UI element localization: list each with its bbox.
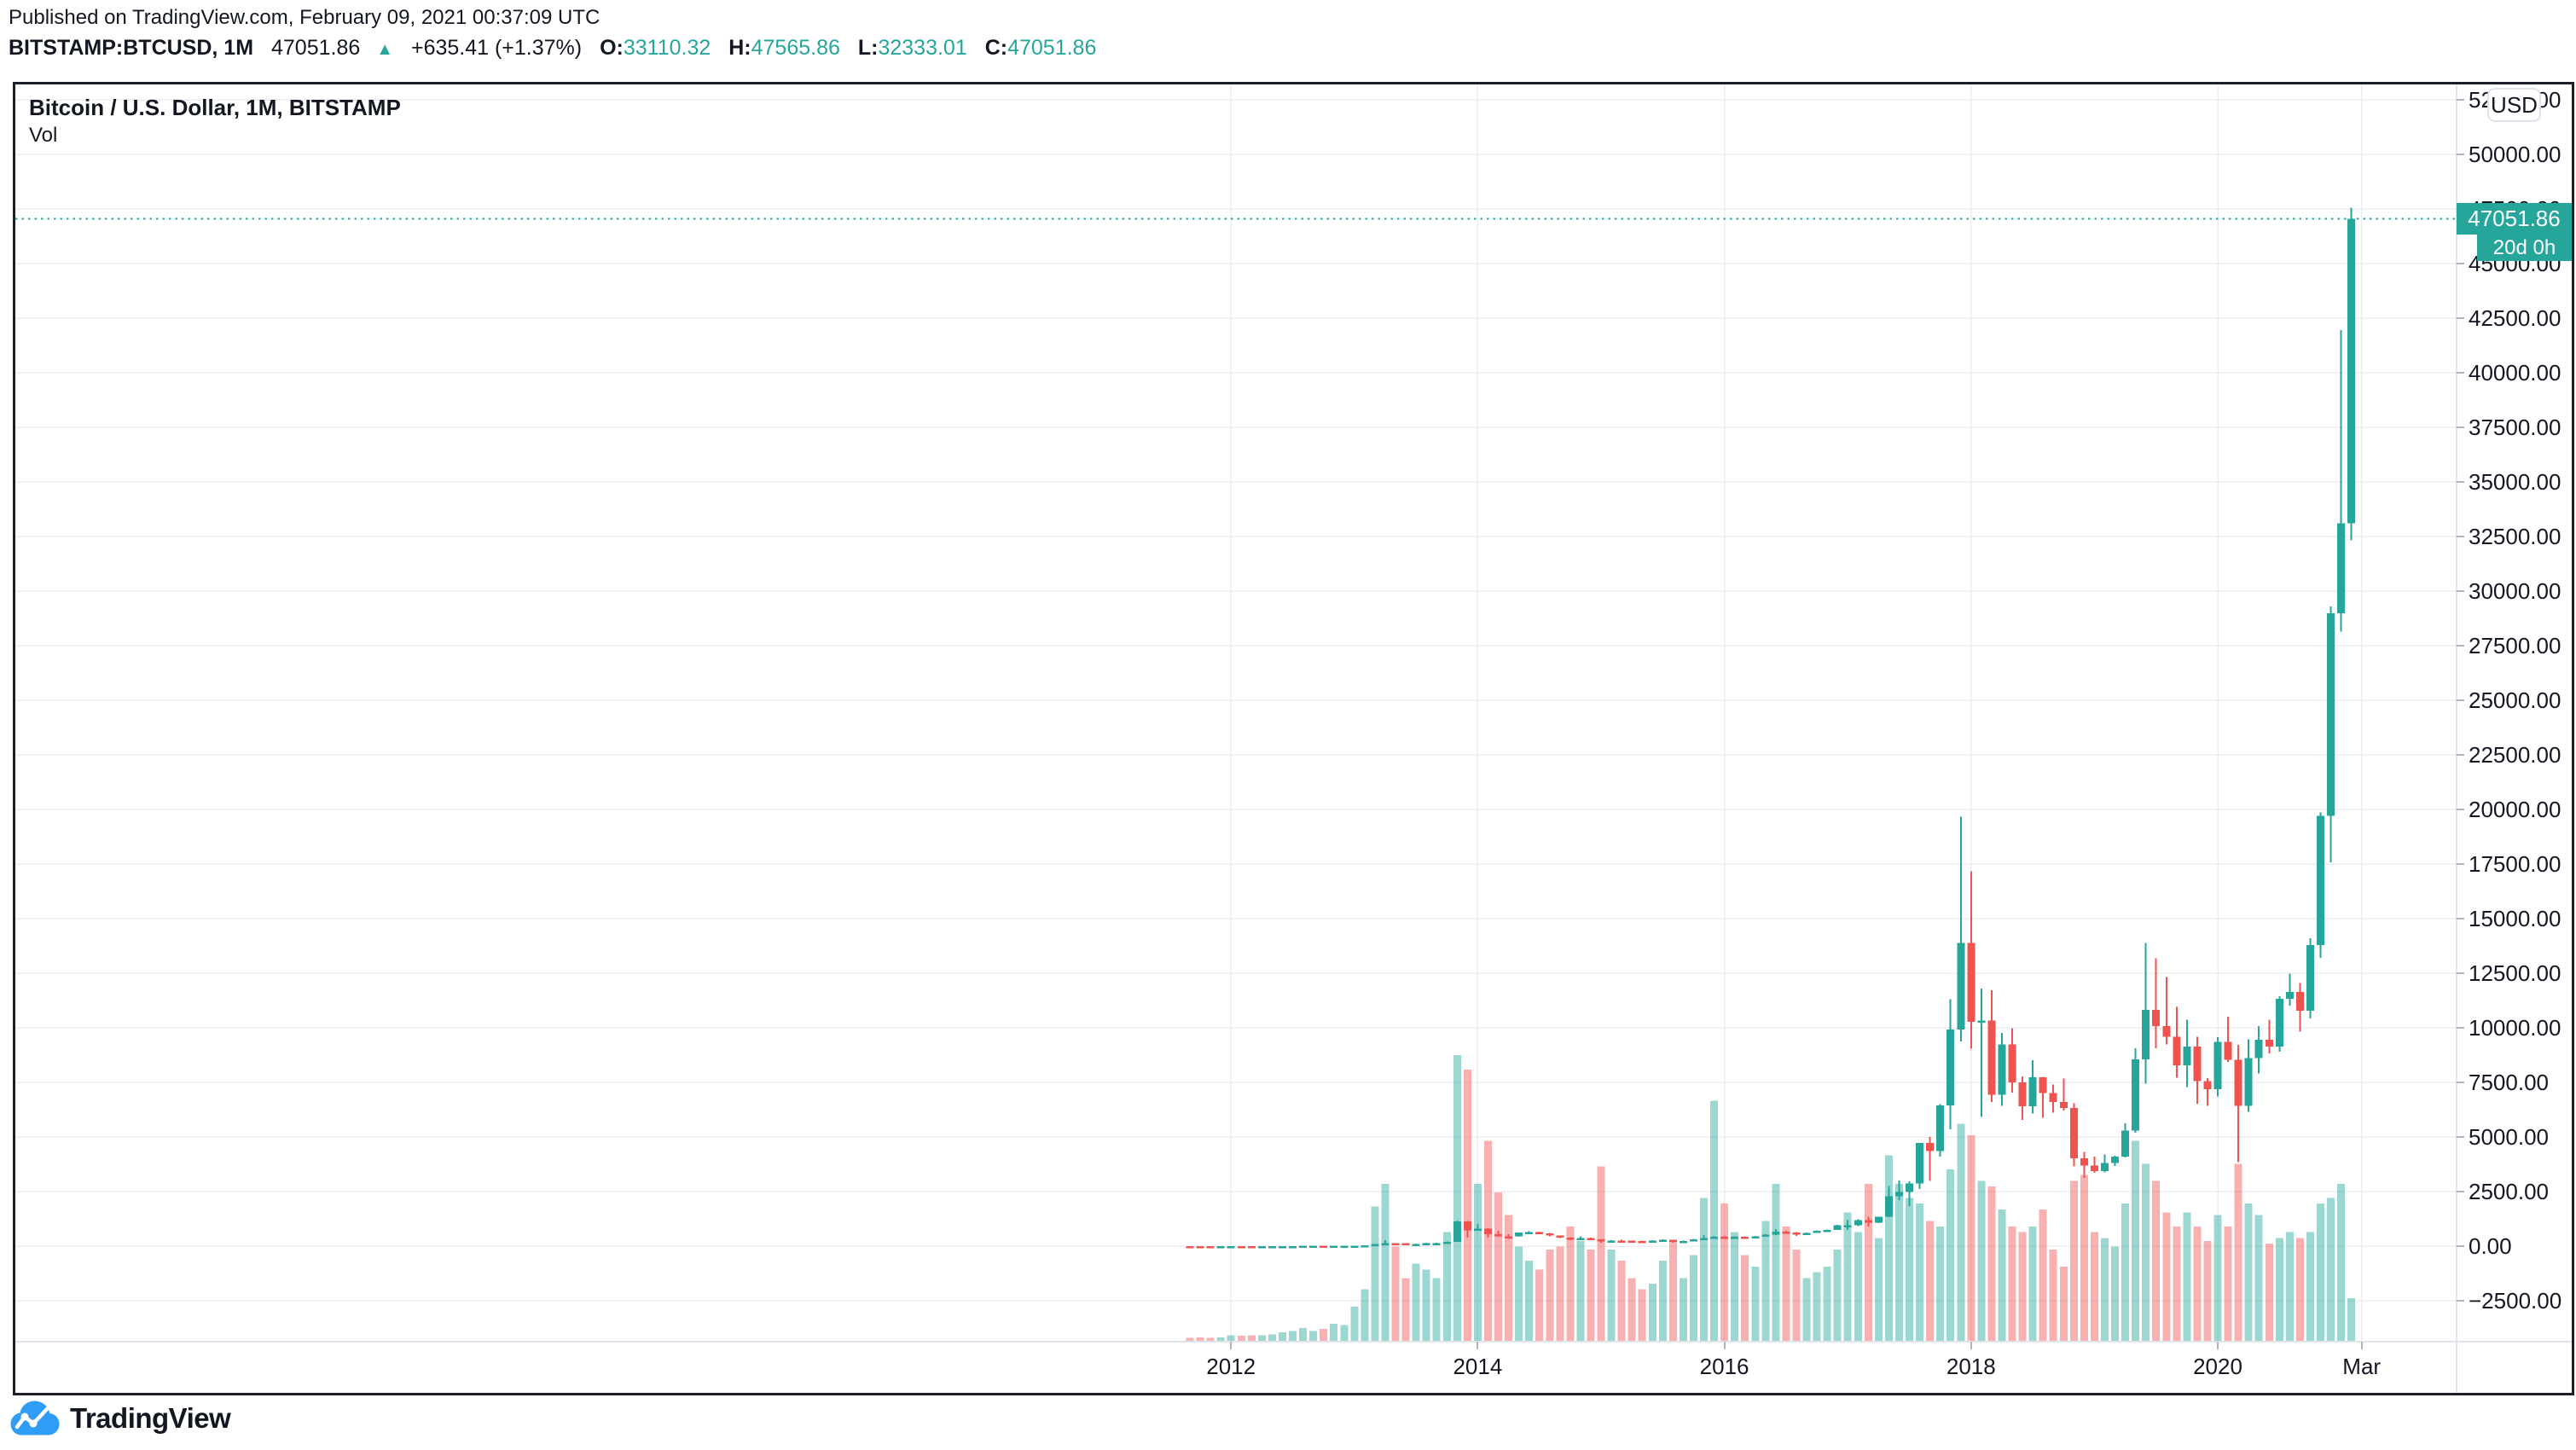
price-axis-tick [2457, 426, 2464, 428]
price-axis-tick-label: 2500.00 [2469, 1179, 2549, 1204]
brand-name: TradingView [70, 1401, 231, 1434]
time-axis-tick [1477, 1342, 1479, 1349]
time-axis-tick [1723, 1342, 1726, 1349]
volume-indicator-label[interactable]: Vol [29, 124, 58, 147]
low-value: 32333.01 [878, 36, 967, 60]
currency-toggle-button[interactable]: USD [2487, 88, 2541, 122]
ticker-symbol: BITSTAMP:BTCUSD, 1M [9, 36, 254, 60]
time-axis-tick-label: 2014 [1453, 1354, 1503, 1379]
bar-countdown-label: 20d 0h [2477, 235, 2572, 262]
price-axis-tick [2457, 863, 2464, 865]
grid-lines [15, 84, 2457, 1342]
price-axis-tick [2457, 317, 2464, 319]
price-axis-tick [2457, 972, 2464, 974]
price-axis-tick-label: 0.00 [2469, 1233, 2512, 1259]
price-axis-tick-label: 50000.00 [2469, 142, 2561, 167]
price-axis-tick-label: −2500.00 [2469, 1288, 2562, 1314]
symbol-title: Bitcoin / U.S. Dollar, 1M, BITSTAMP [29, 95, 401, 120]
price-axis-tick [2457, 1245, 2464, 1247]
close-value: 47051.86 [1007, 36, 1097, 60]
price-axis-tick [2457, 699, 2464, 701]
price-axis-tick [2457, 1136, 2464, 1138]
time-axis-tick [1230, 1342, 1233, 1349]
price-axis-tick [2457, 645, 2464, 647]
tradingview-cloud-logo-icon [10, 1401, 60, 1436]
price-chart-canvas[interactable] [15, 84, 2572, 1393]
price-axis-tick-label: 42500.00 [2469, 305, 2561, 331]
low-label: L: [857, 36, 879, 60]
price-axis-tick [2457, 1027, 2464, 1029]
price-axis-tick [2457, 481, 2464, 483]
price-axis-tick [2457, 536, 2464, 537]
price-axis-tick [2457, 1300, 2464, 1302]
time-axis-tick-label: Mar [2342, 1354, 2382, 1379]
price-axis-tick [2457, 590, 2464, 592]
price-axis-tick-label: 17500.00 [2469, 851, 2561, 877]
price-axis-tick-label: 7500.00 [2469, 1070, 2549, 1095]
time-axis-tick [1970, 1342, 1972, 1349]
price-axis-tick-label: 27500.00 [2469, 633, 2561, 658]
price-axis-tick-label: 20000.00 [2469, 797, 2561, 822]
ticker-line: BITSTAMP:BTCUSD, 1M 47051.86 ▲ +635.41 (… [9, 34, 1096, 63]
price-axis-tick [2457, 918, 2464, 919]
up-triangle-icon: ▲ [376, 40, 394, 59]
open-label: O: [600, 36, 624, 60]
price-axis-tick-label: 32500.00 [2469, 524, 2561, 549]
current-price-label: 47051.86 [2457, 203, 2572, 235]
price-axis-tick-label: 22500.00 [2469, 742, 2561, 768]
price-axis-tick-label: 5000.00 [2469, 1124, 2549, 1150]
price-axis-tick [2457, 809, 2464, 810]
price-axis-tick-label: 25000.00 [2469, 687, 2561, 713]
ticker-last-price: 47051.86 [270, 36, 361, 60]
price-axis-tick [2457, 754, 2464, 756]
pane-title: Bitcoin / U.S. Dollar, 1M, BITSTAMP Vol [29, 93, 401, 149]
price-axis-tick [2457, 1191, 2464, 1192]
price-axis-tick [2457, 263, 2464, 264]
time-axis-tick-label: 2020 [2193, 1354, 2242, 1379]
price-axis-tick [2457, 1082, 2464, 1083]
price-axis-tick-label: 35000.00 [2469, 469, 2561, 495]
price-axis-tick [2457, 154, 2464, 155]
volume-bars [1186, 1055, 2356, 1341]
time-axis-tick-label: 2016 [1699, 1354, 1749, 1379]
published-line: Published on TradingView.com, February 0… [9, 6, 600, 29]
price-axis-tick-label: 40000.00 [2469, 360, 2561, 386]
chart-area[interactable]: Bitcoin / U.S. Dollar, 1M, BITSTAMP Vol … [13, 82, 2574, 1395]
price-axis-tick-label: 37500.00 [2469, 415, 2561, 440]
time-axis-tick [2217, 1342, 2219, 1349]
time-axis-tick-label: 2012 [1206, 1354, 1256, 1379]
price-axis-tick-label: 10000.00 [2469, 1015, 2561, 1041]
high-value: 47565.86 [751, 36, 840, 60]
time-axis-tick-label: 2018 [1946, 1354, 1996, 1379]
price-axis-tick-label: 15000.00 [2469, 906, 2561, 931]
tradingview-brand[interactable]: TradingView [10, 1401, 231, 1436]
ticker-change: +635.41 (+1.37%) [410, 36, 583, 60]
high-label: H: [728, 36, 751, 60]
time-axis-tick [2360, 1342, 2363, 1349]
axis-separators [15, 84, 2572, 1393]
open-value: 33110.32 [623, 36, 711, 60]
candles [1186, 207, 2356, 1249]
price-axis-tick-label: 12500.00 [2469, 960, 2561, 986]
price-axis-tick [2457, 372, 2464, 374]
price-axis-tick-label: 30000.00 [2469, 578, 2561, 604]
close-label: C: [984, 36, 1008, 60]
price-axis-tick [2457, 99, 2464, 101]
